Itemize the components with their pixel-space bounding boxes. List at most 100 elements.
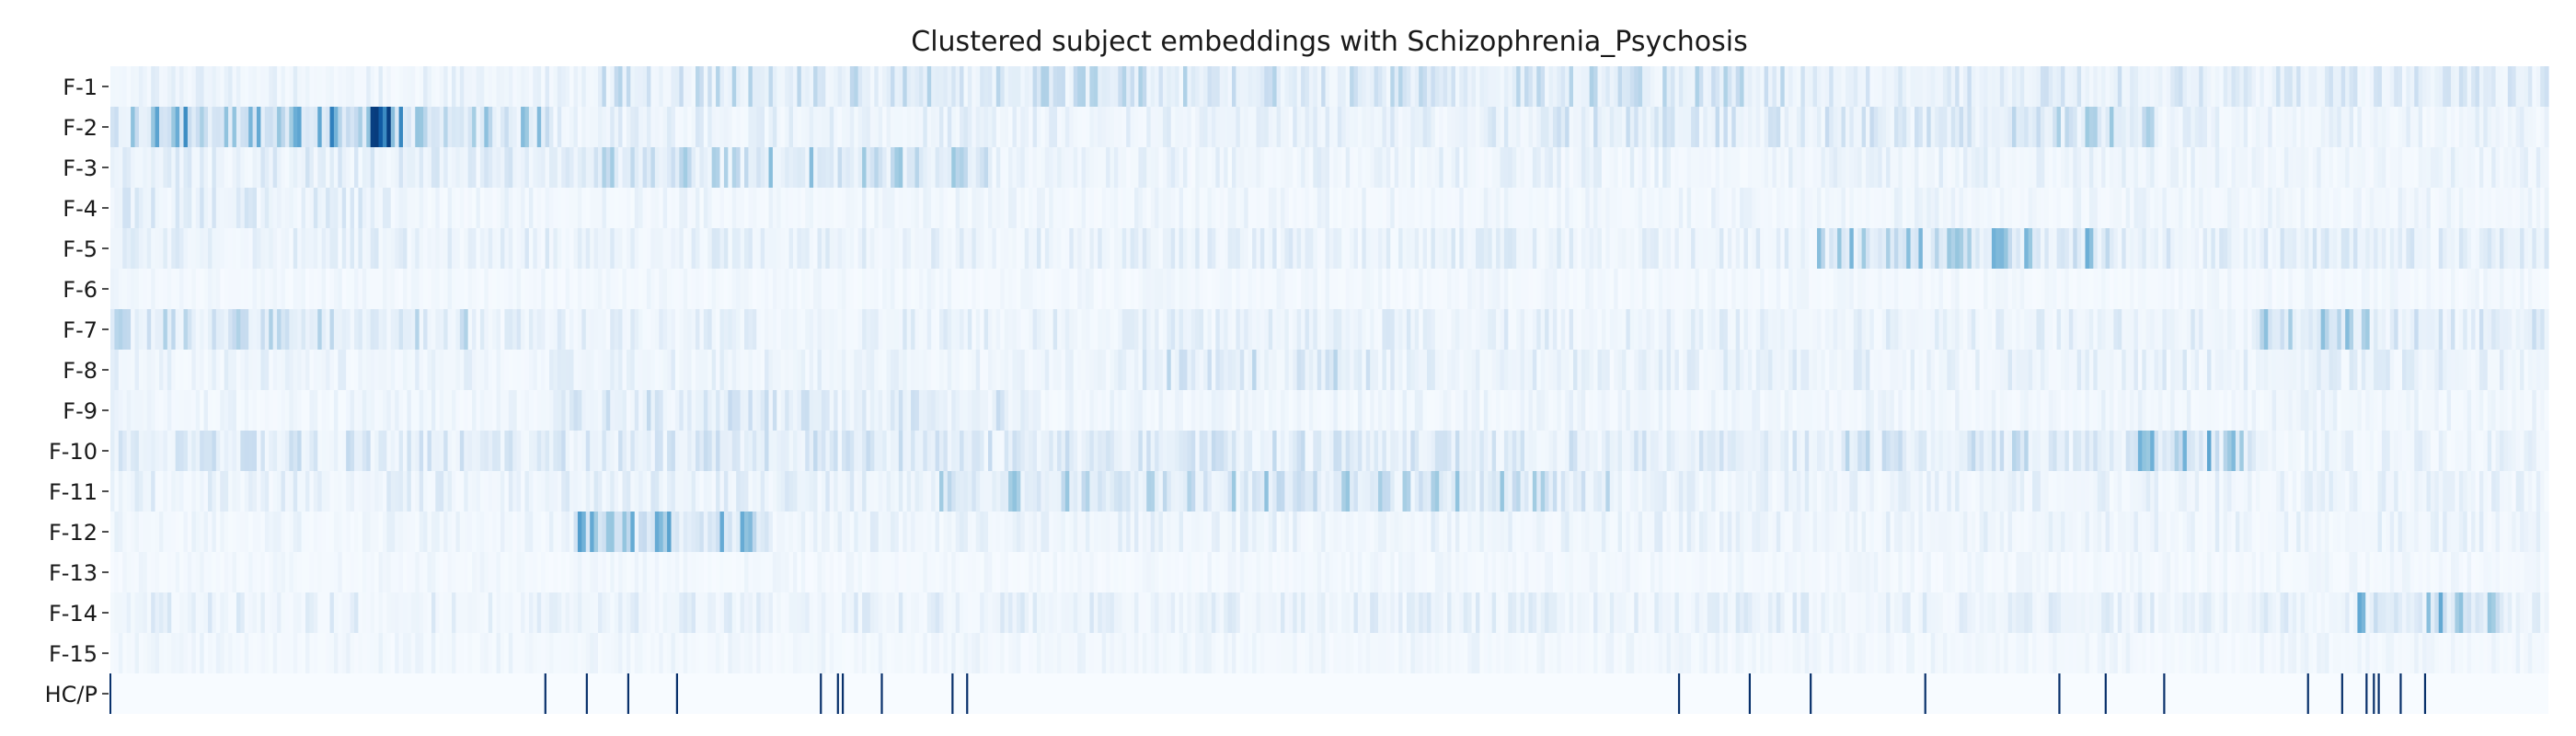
heatmap-cell: [906, 107, 912, 148]
heatmap-cell: [1902, 350, 1907, 391]
heatmap-cell: [723, 147, 729, 189]
heatmap-cell: [1552, 188, 1558, 229]
heatmap-cell: [1272, 350, 1278, 391]
heatmap-cell: [415, 147, 420, 189]
heatmap-cell: [1796, 269, 1801, 310]
heatmap-cell: [2113, 269, 2119, 310]
heatmap-cell: [2019, 107, 2025, 148]
heatmap-cell: [1394, 269, 1399, 310]
heatmap-cell: [1906, 188, 1912, 229]
heatmap-cell: [557, 147, 562, 189]
heatmap-cell: [215, 350, 221, 391]
heatmap-cell: [1496, 188, 1501, 229]
heatmap-cell: [1926, 309, 1932, 351]
heatmap-cell: [1861, 66, 1867, 108]
heatmap-cell: [1268, 66, 1273, 108]
heatmap-cell: [313, 66, 318, 108]
heatmap-cell: [1244, 228, 1249, 270]
heatmap-cell: [647, 269, 652, 310]
heatmap-cell: [1341, 350, 1347, 391]
heatmap-cell: [1386, 309, 1391, 351]
heatmap-cell: [2097, 188, 2102, 229]
heatmap-cell: [1869, 269, 1875, 310]
heatmap-cell: [398, 390, 404, 431]
heatmap-cell: [155, 390, 160, 431]
heatmap-cell: [1004, 228, 1009, 270]
heatmap-cell: [431, 269, 436, 310]
heatmap-cell: [2478, 309, 2484, 351]
heatmap-cell: [1800, 66, 1806, 108]
heatmap-cell: [1187, 269, 1192, 310]
heatmap-cell: [488, 66, 493, 108]
heatmap-cell: [1227, 107, 1233, 148]
heatmap-cell: [939, 228, 945, 270]
heatmap-cell: [1548, 188, 1554, 229]
heatmap-cell: [1321, 147, 1327, 189]
heatmap-cell: [1037, 147, 1042, 189]
heatmap-cell: [1353, 350, 1359, 391]
heatmap-cell: [138, 390, 144, 431]
heatmap-cell: [1906, 269, 1912, 310]
heatmap-cell: [1824, 309, 1830, 351]
heatmap-cell: [894, 188, 900, 229]
heatmap-cell: [151, 107, 156, 148]
heatmap-cell: [374, 228, 380, 270]
heatmap-cell: [557, 350, 562, 391]
heatmap-cell: [2028, 147, 2033, 189]
heatmap-cell: [2248, 350, 2253, 391]
heatmap-cell: [2019, 147, 2025, 189]
heatmap-cell: [2219, 188, 2225, 229]
heatmap-cell: [1219, 228, 1225, 270]
heatmap-cell: [1727, 66, 1732, 108]
heatmap-cell: [638, 188, 644, 229]
heatmap-cell: [2276, 269, 2282, 310]
heatmap-cell: [2467, 107, 2472, 148]
heatmap-cell: [134, 147, 140, 189]
heatmap-cell: [203, 228, 209, 270]
heatmap-cell: [1930, 228, 1936, 270]
heatmap-cell: [756, 66, 762, 108]
heatmap-cell: [2325, 350, 2330, 391]
heatmap-cell: [159, 309, 165, 351]
heatmap-cell: [866, 309, 871, 351]
heatmap-cell: [272, 309, 278, 351]
heatmap-cell: [642, 228, 648, 270]
heatmap-cell: [2300, 309, 2306, 351]
heatmap-cell: [1902, 147, 1907, 189]
heatmap-cell: [736, 107, 742, 148]
heatmap-cell: [1698, 350, 1704, 391]
heatmap-cell: [699, 188, 705, 229]
heatmap-cell: [248, 147, 254, 189]
heatmap-cell: [2271, 309, 2277, 351]
heatmap-cell: [1069, 350, 1075, 391]
heatmap-cell: [740, 107, 745, 148]
heatmap-cell: [1239, 107, 1245, 148]
heatmap-cell: [1560, 188, 1566, 229]
heatmap-cell: [2495, 107, 2501, 148]
heatmap-cell: [2068, 309, 2074, 351]
heatmap-cell: [386, 269, 392, 310]
heatmap-cell: [435, 350, 441, 391]
heatmap-cell: [610, 66, 615, 108]
heatmap-cell: [220, 188, 225, 229]
heatmap-cell: [1581, 350, 1586, 391]
heatmap-cell: [395, 228, 400, 270]
heatmap-cell: [1650, 269, 1655, 310]
heatmap-cell: [1601, 66, 1606, 108]
heatmap-cell: [2256, 269, 2261, 310]
heatmap-cell: [1967, 147, 1972, 189]
heatmap-cell: [354, 350, 360, 391]
heatmap-cell: [208, 269, 213, 310]
heatmap-cell: [565, 107, 570, 148]
heatmap-cell: [1211, 269, 1216, 310]
heatmap-cell: [398, 269, 404, 310]
heatmap-cell: [1390, 147, 1396, 189]
heatmap-cell: [723, 66, 729, 108]
heatmap-cell: [1236, 107, 1241, 148]
heatmap-cell: [1545, 350, 1550, 391]
heatmap-cell: [1528, 309, 1534, 351]
heatmap-cell: [2101, 66, 2107, 108]
heatmap-cell: [1138, 188, 1144, 229]
heatmap-cell: [2085, 269, 2090, 310]
heatmap-cell: [2512, 107, 2517, 148]
